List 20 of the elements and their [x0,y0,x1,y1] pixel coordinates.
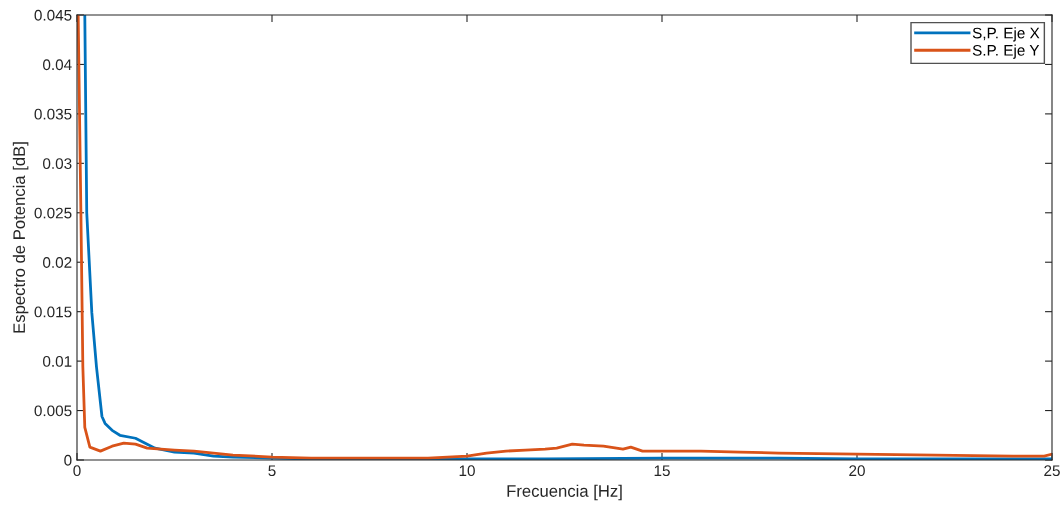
legend-label: S.P. Eje Y [972,44,1040,59]
y-tick-label: 0.01 [43,355,72,367]
x-axis-title: Frecuencia [Hz] [507,484,622,501]
x-tick-label: 10 [459,465,475,477]
y-tick-label: 0 [64,454,72,466]
legend-label: S,P. Eje X [972,27,1040,42]
x-tick-label: 5 [268,465,276,477]
y-tick-label: 0.005 [34,405,72,417]
y-tick-label: 0.015 [34,306,72,318]
y-axis-title: Espectro de Potencia [dB] [12,142,29,333]
y-tick-label: 0.02 [43,257,72,268]
y-tick-label: 0.025 [34,207,72,219]
x-tick-label: 25 [1044,465,1060,477]
x-tick-label: 0 [73,465,81,477]
y-tick-label: 0.04 [43,59,72,71]
x-tick-label: 15 [654,465,670,477]
y-tick-label: 0.03 [43,158,72,170]
y-tick-label: 0.045 [34,9,72,21]
x-tick-label: 20 [849,465,865,477]
y-tick-label: 0.035 [34,108,72,120]
